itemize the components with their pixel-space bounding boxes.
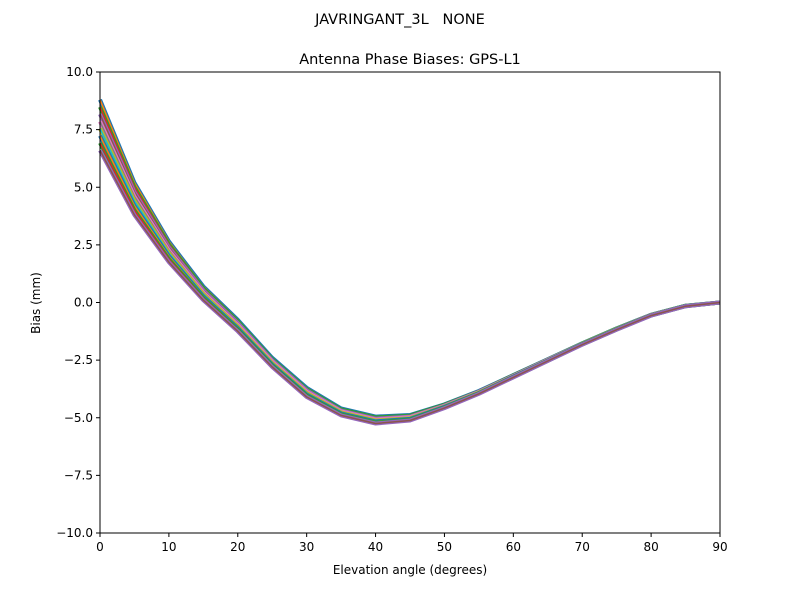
y-axis-label: Bias (mm)	[29, 272, 43, 334]
chart-title: Antenna Phase Biases: GPS-L1	[299, 52, 521, 68]
ticks: 0 10 20 30 40 50 60 70 80 90 10.0 7.5 5.0 2.5 0.0 −2.5 −…	[56, 65, 727, 554]
y-tick-label: 0.0	[74, 296, 93, 310]
y-tick-label: −7.5	[64, 468, 93, 482]
x-tick-label: 10	[161, 540, 176, 554]
y-tick-label: −5.0	[64, 411, 93, 425]
x-tick-label: 80	[643, 540, 658, 554]
x-tick-label: 60	[506, 540, 521, 554]
y-tick-label: 7.5	[74, 123, 93, 137]
series-line	[98, 113, 721, 421]
series-lines	[98, 98, 721, 426]
x-tick-label: 70	[575, 540, 590, 554]
y-tick-label: 5.0	[74, 180, 93, 194]
x-tick-label: 0	[96, 540, 104, 554]
series-line	[99, 113, 721, 420]
axes-frame	[99, 71, 721, 534]
x-tick-label: 20	[230, 540, 245, 554]
series-line	[98, 98, 721, 419]
x-axis-label: Elevation angle (degrees)	[333, 563, 487, 577]
x-tick-label: 40	[368, 540, 383, 554]
x-tick-label: 30	[299, 540, 314, 554]
y-tick-label: −10.0	[56, 526, 93, 540]
series-line	[98, 149, 721, 426]
y-tick-label: 2.5	[74, 238, 93, 252]
y-tick-label: −2.5	[64, 353, 93, 367]
series-line	[99, 99, 721, 418]
series-line	[99, 150, 721, 425]
series-line	[98, 106, 721, 420]
suptitle: JAVRINGANT_3L NONE	[314, 12, 485, 28]
series-line	[99, 106, 721, 419]
x-tick-label: 50	[437, 540, 452, 554]
x-tick-label: 90	[712, 540, 727, 554]
y-tick-label: 10.0	[66, 65, 93, 79]
